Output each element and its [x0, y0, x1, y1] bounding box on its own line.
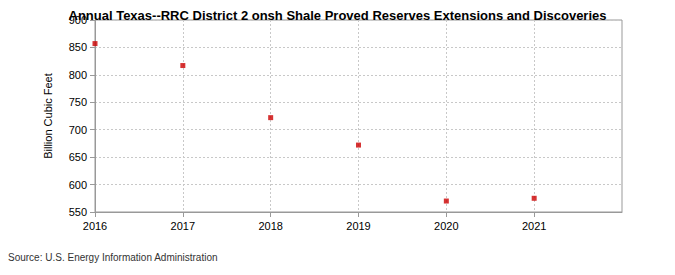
svg-text:800: 800	[69, 69, 87, 81]
svg-text:Source: U.S. Energy Informatio: Source: U.S. Energy Information Administ…	[8, 252, 218, 263]
svg-text:550: 550	[69, 206, 87, 218]
svg-text:2016: 2016	[83, 220, 107, 232]
svg-text:2018: 2018	[258, 220, 282, 232]
svg-text:700: 700	[69, 124, 87, 136]
svg-text:Billion Cubic Feet: Billion Cubic Feet	[42, 73, 54, 159]
svg-text:2021: 2021	[522, 220, 546, 232]
svg-text:850: 850	[69, 41, 87, 53]
svg-text:2019: 2019	[346, 220, 370, 232]
svg-text:650: 650	[69, 151, 87, 163]
svg-text:Annual Texas--RRC District 2 o: Annual Texas--RRC District 2 onsh Shale …	[68, 8, 606, 23]
svg-text:2017: 2017	[171, 220, 195, 232]
svg-text:750: 750	[69, 96, 87, 108]
svg-text:2020: 2020	[434, 220, 458, 232]
svg-text:600: 600	[69, 179, 87, 191]
